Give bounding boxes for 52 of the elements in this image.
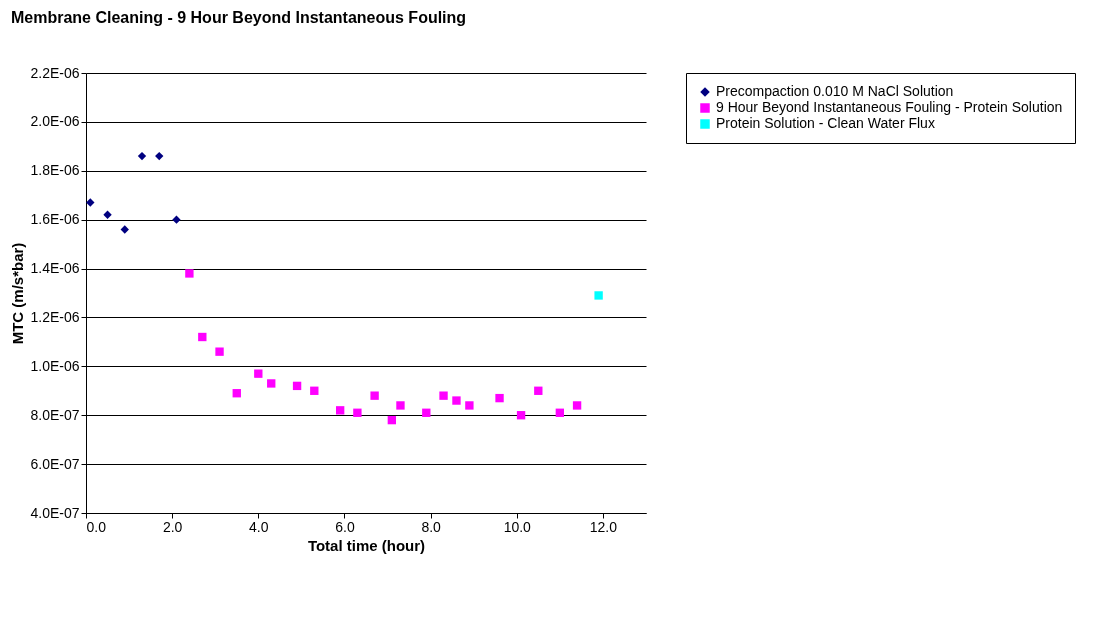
point: [594, 291, 603, 300]
y-tick-label: 1.2E-06: [30, 308, 80, 325]
point: [370, 391, 379, 400]
y-tick-label: 2.2E-06: [30, 64, 80, 81]
x-tick-label: 8.0: [421, 518, 442, 535]
y-tick-label: 2.0E-06: [30, 113, 80, 130]
point: [232, 389, 241, 398]
point: [335, 406, 345, 415]
point: [516, 411, 526, 420]
point: [572, 401, 582, 410]
point: [254, 369, 263, 378]
x-tick-label: 2.0: [162, 518, 183, 535]
point: [172, 215, 181, 224]
point: [137, 151, 147, 161]
x-tick-label: 12.0: [589, 518, 618, 535]
y-tick-label: 1.0E-06: [30, 357, 80, 374]
point: [422, 408, 431, 417]
x-axis-title: Total time (hour): [307, 536, 426, 554]
y-tick-label: 6.0E-07: [30, 455, 80, 472]
point: [555, 408, 565, 417]
y-tick-label: 1.6E-06: [30, 211, 80, 228]
point: [86, 198, 95, 207]
y-tick-label: 8.0E-07: [30, 406, 80, 423]
point: [185, 269, 194, 278]
point: [534, 386, 543, 395]
point: [120, 225, 129, 234]
legend-label: Precompaction 0.010 M NaCl Solution: [716, 83, 954, 99]
point: [439, 391, 448, 400]
point: [353, 408, 362, 417]
x-tick-label: 4.0: [249, 518, 269, 535]
point: [198, 332, 207, 342]
legend-label: 9 Hour Beyond Instantaneous Fouling - Protein Solution: [716, 99, 1063, 115]
point: [387, 415, 397, 425]
y-axis-title: MTC (m/s*bar): [9, 242, 27, 345]
point: [155, 151, 164, 161]
x-tick-label: 6.0: [335, 518, 355, 535]
chart-title: Membrane Cleaning - 9 Hour Beyond Instantaneous Fouling: [10, 9, 467, 26]
point: [267, 379, 276, 388]
point: [215, 347, 224, 356]
y-tick-label: 4.0E-07: [30, 504, 80, 521]
point: [292, 381, 302, 391]
legend-label: Protein Solution - Clean Water Flux: [716, 115, 935, 131]
point: [396, 401, 405, 410]
x-tick-label: 10.0: [503, 518, 532, 535]
point: [310, 386, 319, 395]
y-tick-label: 1.4E-06: [30, 260, 80, 277]
point: [465, 401, 474, 410]
y-tick-label: 1.8E-06: [30, 162, 80, 179]
point: [452, 396, 461, 405]
point: [495, 393, 504, 403]
point: [103, 210, 112, 219]
x-tick-label: 0.0: [86, 518, 107, 535]
